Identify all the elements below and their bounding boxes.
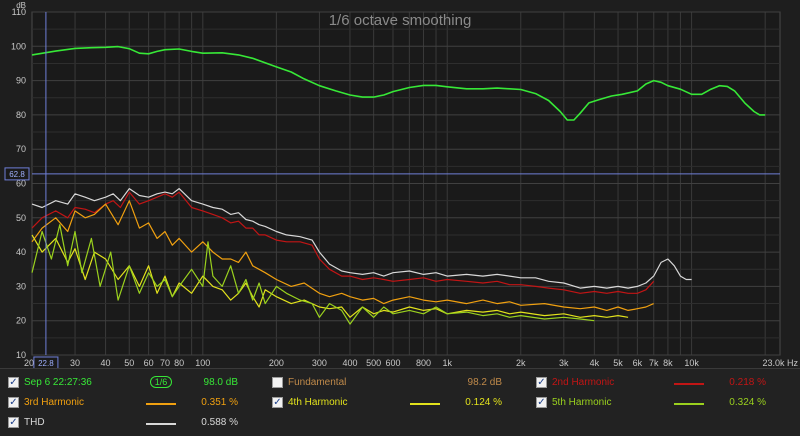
x-tick-label: 2k (516, 358, 526, 368)
5th-harmonic-value: 0.324 % (729, 397, 766, 408)
x-tick-label: 3k (559, 358, 569, 368)
y-tick-label: 110 (12, 7, 26, 17)
x-tick-label: 10k (684, 358, 699, 368)
chart-area[interactable]: 10 20 30 40 50 60 70 80 90 100 110 dB 20 30 40 50 60 70 80… (0, 0, 800, 368)
x-tick-label: 5k (613, 358, 623, 368)
series-line-2nd-harmonic (31, 191, 655, 294)
x-tick-label: 80 (174, 358, 184, 368)
thd-line-swatch (146, 423, 176, 425)
x-tick-label: 1k (442, 358, 452, 368)
2nd-harmonic-line-swatch (674, 383, 704, 385)
y-tick-label: 70 (16, 144, 26, 154)
cursor-x-label: 22.8 (38, 359, 54, 368)
cursor-y-label: 62.8 (9, 170, 25, 179)
thd-value: 0.588 % (201, 417, 238, 428)
chart-title: 1/6 octave smoothing (329, 12, 472, 29)
fundamental-value: 98.2 dB (467, 377, 502, 388)
y-tick-label: 20 (16, 316, 26, 326)
legend-row: ✓ THD 0.588 % (0, 413, 800, 433)
2nd-harmonic-checkbox[interactable]: ✓ (536, 377, 547, 388)
series-line-3rd-harmonic (31, 200, 654, 311)
x-tick-label: 200 (269, 358, 284, 368)
cursor-y-label-box (4, 167, 30, 181)
x-tick-label: 60 (144, 358, 154, 368)
fundamental-label: Fundamental (288, 377, 347, 388)
x-tick-label: 50 (124, 358, 134, 368)
x-tick-label: 6k (633, 358, 643, 368)
y-tick-label: 60 (16, 179, 26, 189)
x-tick-label: 30 (70, 358, 80, 368)
x-tick-label: 600 (385, 358, 400, 368)
2nd-harmonic-value: 0.218 % (729, 377, 766, 388)
y-tick-label: 90 (16, 76, 26, 86)
x-tick-label: 40 (101, 358, 111, 368)
series-line-4th-harmonic (31, 234, 629, 318)
x-tick-label: 400 (342, 358, 357, 368)
5th-harmonic-label: 5th Harmonic (552, 397, 612, 408)
3rd-harmonic-checkbox[interactable]: ✓ (8, 397, 19, 408)
y-tick-label: 30 (16, 281, 26, 291)
x-tick-label: 7k (649, 358, 659, 368)
4th-harmonic-label: 4th Harmonic (288, 397, 348, 408)
legend-row: ✓ 3rd Harmonic 0.351 % ✓ 4th Harmonic 0.… (0, 393, 800, 413)
x-tick-label: 500 (366, 358, 381, 368)
legend-panel: ✓ Sep 6 22:27:36 1/6 98.0 dB Fundamental… (0, 368, 800, 436)
y-tick-label: 10 (16, 350, 26, 360)
x-tick-label: 100 (195, 358, 210, 368)
4th-harmonic-line-swatch (410, 403, 440, 405)
x-tick-label: 23.0k Hz (762, 358, 798, 368)
y-tick-label: 80 (16, 110, 26, 120)
5th-harmonic-line-swatch (674, 403, 704, 405)
x-tick-label: 70 (160, 358, 170, 368)
measurement-checkbox[interactable]: ✓ (8, 377, 19, 388)
x-tick-label: 8k (663, 358, 673, 368)
series-line-thd (31, 188, 692, 289)
fundamental-checkbox[interactable] (272, 377, 283, 388)
5th-harmonic-checkbox[interactable]: ✓ (536, 397, 547, 408)
thd-label: THD (24, 417, 45, 428)
x-tick-label: 4k (590, 358, 600, 368)
3rd-harmonic-label: 3rd Harmonic (24, 397, 85, 408)
y-tick-label: 100 (11, 41, 26, 51)
4th-harmonic-value: 0.124 % (465, 397, 502, 408)
smoothing-badge[interactable]: 1/6 (150, 376, 172, 388)
series-line-5th-harmonic (31, 224, 595, 325)
3rd-harmonic-value: 0.351 % (201, 397, 238, 408)
series-line-sep-6-22-27-36 (31, 45, 766, 121)
x-tick-label: 300 (312, 358, 327, 368)
measurement-value: 98.0 dB (203, 377, 238, 388)
thd-checkbox[interactable]: ✓ (8, 417, 19, 428)
4th-harmonic-checkbox[interactable]: ✓ (272, 397, 283, 408)
y-tick-label: 40 (16, 247, 26, 257)
2nd-harmonic-label: 2nd Harmonic (552, 377, 615, 388)
y-axis-label: dB (16, 1, 26, 10)
x-tick-label: 800 (416, 358, 431, 368)
cursor-x-label-box (33, 356, 59, 368)
measurement-label: Sep 6 22:27:36 (24, 377, 92, 388)
3rd-harmonic-line-swatch (146, 403, 176, 405)
y-tick-label: 50 (16, 213, 26, 223)
x-tick-label: 20 (24, 358, 34, 368)
legend-row: ✓ Sep 6 22:27:36 1/6 98.0 dB Fundamental… (0, 373, 800, 393)
